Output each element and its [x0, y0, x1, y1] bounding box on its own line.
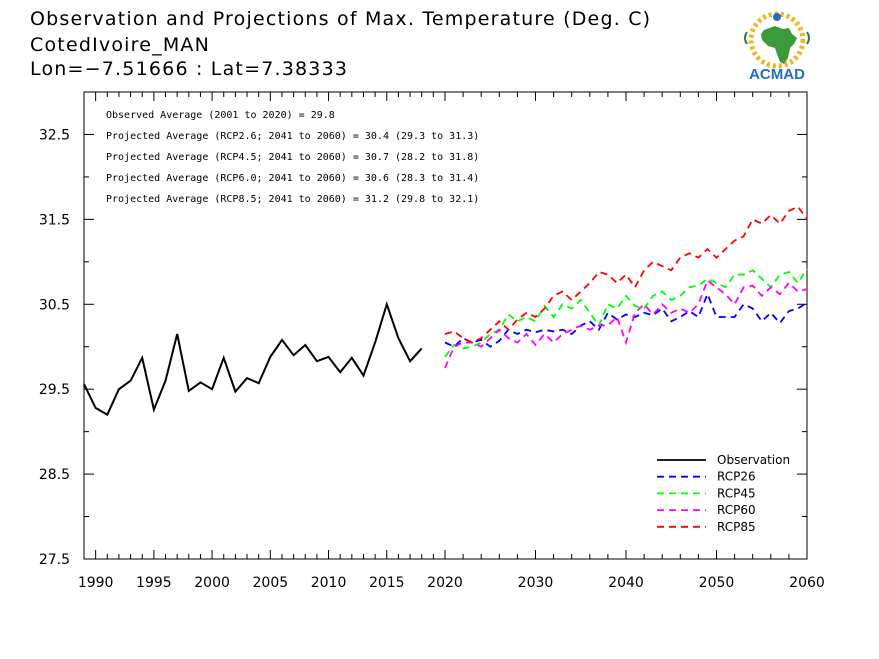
axis-ticks [83, 91, 808, 560]
legend-label: RCP26 [717, 470, 756, 484]
series-line-rcp45 [444, 268, 808, 358]
chart-title: Observation and Projections of Max. Temp… [30, 8, 652, 30]
legend-label: RCP85 [717, 520, 756, 534]
annotation-line: Observed Average (2001 to 2020) = 29.8 [106, 110, 335, 121]
axis-tick-labels: 27.5 28.5 29.5 30.5 31.5 32.5 1990 1995 2000 2005… [39, 127, 825, 591]
x-tick-label: 2000 [194, 575, 230, 591]
x-tick-label: 2015 [369, 575, 405, 591]
annotation-line: Projected Average (RCP6.0; 2041 to 2060)… [106, 173, 479, 184]
africa-shape [761, 26, 797, 64]
series-line-rcp26 [444, 291, 808, 348]
africa-map-logo-icon: ACMAD [744, 11, 810, 83]
series-line-rcp85 [444, 205, 808, 344]
location-name: CotedIvoire_MAN [30, 34, 211, 56]
y-tick-label: 29.5 [39, 382, 70, 398]
location-coordinates: Lon=−7.51666 : Lat=7.38333 [30, 58, 349, 80]
annotation-line: Projected Average (RCP4.5; 2041 to 2060)… [106, 152, 479, 163]
y-tick-label: 31.5 [39, 212, 70, 228]
y-tick-label: 28.5 [39, 467, 70, 483]
x-tick-label: 2020 [427, 575, 463, 591]
series-line-rcp60 [444, 279, 808, 369]
y-tick-label: 32.5 [39, 127, 70, 143]
y-tick-label: 27.5 [39, 552, 70, 568]
x-tick-label: 1995 [136, 575, 172, 591]
y-tick-label: 30.5 [39, 297, 70, 313]
x-tick-label: 2030 [518, 575, 554, 591]
series-lines [83, 205, 808, 417]
legend-label: Observation [717, 453, 790, 467]
series-line-observation [83, 301, 423, 417]
x-tick-label: 2010 [311, 575, 347, 591]
water-drop-icon [773, 13, 781, 21]
x-tick-label: 2050 [699, 575, 735, 591]
legend-label: RCP45 [717, 486, 756, 500]
average-annotations: Observed Average (2001 to 2020) = 29.8 Pr… [106, 110, 479, 205]
x-tick-label: 2005 [253, 575, 289, 591]
annotation-line: Projected Average (RCP8.5; 2041 to 2060)… [106, 194, 479, 205]
legend-label: RCP60 [717, 503, 756, 517]
x-tick-label: 2040 [608, 575, 644, 591]
chart-legend: Observation RCP26 RCP45 RCP60 RCP85 [657, 453, 790, 534]
annotation-line: Projected Average (RCP2.6; 2041 to 2060)… [106, 131, 479, 142]
x-tick-label: 1990 [78, 575, 114, 591]
x-tick-label: 2060 [789, 575, 825, 591]
acmad-logo-text: ACMAD [749, 66, 805, 83]
